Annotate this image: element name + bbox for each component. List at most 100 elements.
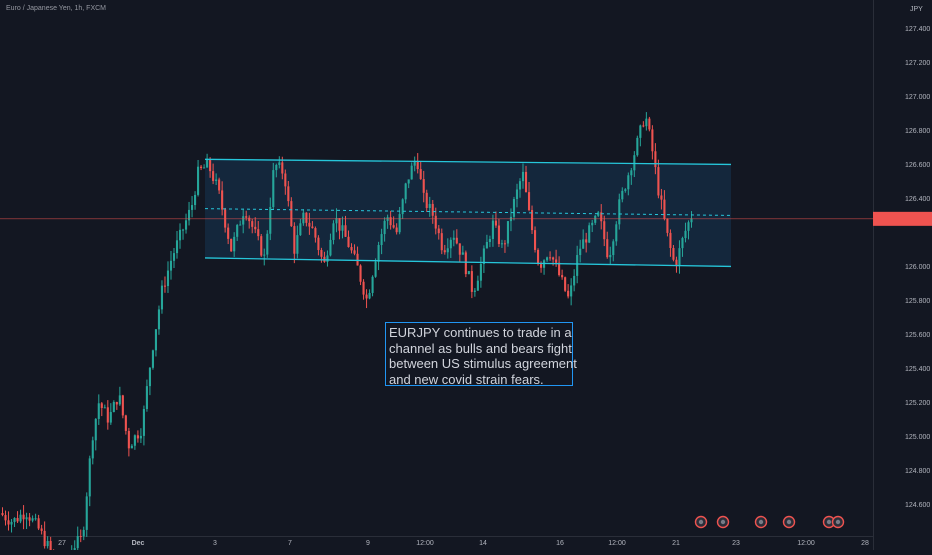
candle-body — [248, 217, 251, 222]
candle-body — [612, 241, 615, 256]
candle-body — [591, 222, 594, 226]
x-tick-label: 7 — [288, 540, 292, 547]
candle-body — [341, 225, 344, 231]
candle-body — [567, 290, 570, 297]
candle-body — [103, 407, 106, 409]
candle-body — [100, 403, 103, 408]
x-tick-label: 3 — [213, 540, 217, 547]
candle-body — [552, 257, 555, 260]
candle-body — [555, 259, 558, 263]
candle-body — [148, 367, 151, 387]
candle-body — [187, 209, 191, 221]
candle-body — [521, 171, 525, 182]
candle-body — [1, 512, 4, 516]
event-marker-dot — [786, 519, 792, 525]
candle-body — [570, 285, 573, 297]
candle-body — [269, 207, 272, 234]
candle-body — [7, 520, 10, 525]
event-marker-dot — [758, 519, 764, 525]
candle-body — [690, 218, 693, 223]
candle-body — [127, 430, 130, 449]
candle-body — [115, 401, 118, 405]
candle-body — [236, 225, 239, 237]
candle-body — [34, 518, 37, 520]
candle-body — [209, 159, 212, 172]
candle-body — [585, 239, 588, 243]
candle-body — [326, 255, 329, 262]
y-tick-label: 125.400 — [905, 366, 930, 373]
candle-body — [257, 229, 260, 237]
candle-body — [431, 203, 434, 216]
candle-body — [597, 212, 600, 216]
candle-body — [314, 228, 317, 238]
candle-body — [239, 224, 242, 226]
candle-body — [549, 257, 552, 259]
candle-body — [254, 226, 257, 230]
x-tick-label: 23 — [732, 540, 740, 547]
candle-body — [645, 118, 648, 127]
candle-body — [395, 227, 398, 233]
candle-body — [476, 280, 479, 291]
candle-body — [124, 415, 127, 431]
candle-body — [106, 407, 109, 423]
candle-body — [636, 137, 639, 156]
channel-upper-line[interactable] — [204, 158, 732, 166]
symbol-title: Euro / Japanese Yen, 1h, FXCM — [6, 5, 107, 12]
candle-body — [31, 518, 34, 521]
candle-body — [118, 395, 121, 405]
candle-body — [284, 173, 287, 187]
candle-body — [380, 234, 383, 246]
candle-body — [615, 224, 618, 242]
candle-body — [338, 218, 341, 231]
y-tick-label: 124.800 — [905, 468, 930, 475]
price-axis-panel[interactable] — [873, 0, 932, 550]
y-tick-label: 126.800 — [905, 128, 930, 135]
candle-body — [624, 189, 627, 191]
candle-body — [383, 220, 386, 235]
candle-body — [470, 271, 473, 292]
candle-body — [296, 235, 299, 254]
candle-body — [109, 412, 112, 423]
event-marker-dot — [698, 519, 704, 525]
candle-body — [40, 528, 43, 531]
x-tick-label: 27 — [58, 540, 66, 547]
y-axis-label: JPY — [910, 6, 923, 13]
candle-body — [452, 237, 455, 240]
candle-body — [413, 161, 416, 166]
candle-body — [230, 238, 233, 252]
candle-body — [515, 189, 519, 200]
candle-body — [374, 261, 377, 277]
candle-body — [389, 217, 392, 226]
candle-body — [582, 239, 585, 249]
candle-body — [368, 292, 371, 299]
candle-body — [10, 521, 13, 525]
candle-body — [88, 458, 91, 497]
candle-body — [473, 290, 476, 292]
candle-body — [443, 250, 446, 253]
candle-body — [356, 253, 359, 266]
candle-body — [576, 255, 579, 276]
candle-body — [190, 205, 194, 210]
candle-body — [200, 166, 203, 169]
candle-body — [212, 171, 215, 181]
x-tick-label: 16 — [556, 540, 564, 547]
candle-body — [332, 223, 335, 240]
candle-body — [142, 408, 145, 436]
candle-body — [278, 162, 281, 165]
candle-body — [335, 218, 338, 224]
candle-body — [91, 440, 94, 459]
channel-lower-line[interactable] — [204, 257, 732, 268]
candle-body — [684, 230, 687, 239]
annotation-textbox[interactable]: EURJPY continues to trade in a channel a… — [385, 322, 577, 387]
candle-body — [154, 329, 158, 351]
candle-body — [410, 165, 413, 180]
candle-body — [663, 199, 666, 219]
candle-body — [251, 221, 254, 227]
candle-body — [302, 212, 305, 224]
annotation-line: between US stimulus agreement — [389, 356, 577, 371]
candle-body — [600, 212, 603, 222]
candle-body — [669, 232, 672, 249]
candle-body — [482, 248, 485, 264]
